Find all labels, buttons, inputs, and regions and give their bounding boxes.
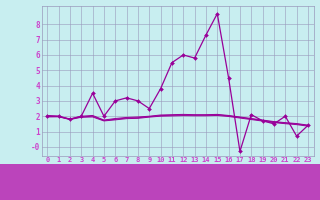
X-axis label: Windchill (Refroidissement éolien,°C): Windchill (Refroidissement éolien,°C) — [85, 165, 270, 174]
